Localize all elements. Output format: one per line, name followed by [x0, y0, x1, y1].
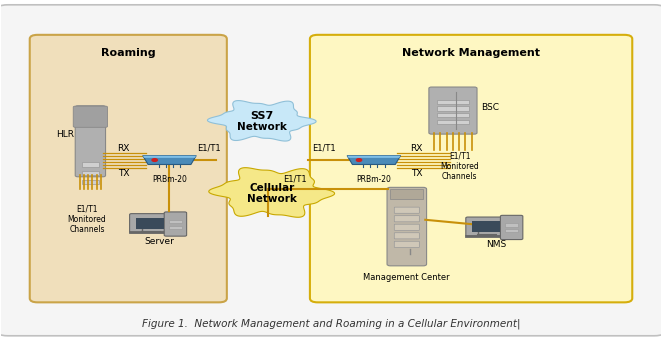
FancyBboxPatch shape	[130, 214, 170, 233]
Text: NMS: NMS	[486, 240, 506, 249]
Text: PRBm-20: PRBm-20	[152, 175, 187, 184]
Text: E1/T1: E1/T1	[312, 143, 336, 152]
Polygon shape	[347, 155, 401, 158]
Text: Cellular: Cellular	[249, 183, 295, 193]
Text: Server: Server	[145, 237, 175, 246]
Polygon shape	[207, 100, 316, 141]
FancyBboxPatch shape	[437, 100, 469, 104]
Text: RX: RX	[410, 143, 423, 153]
Text: Network Management: Network Management	[402, 47, 540, 57]
FancyBboxPatch shape	[75, 106, 105, 177]
Circle shape	[356, 159, 361, 161]
FancyBboxPatch shape	[466, 217, 506, 236]
FancyBboxPatch shape	[437, 113, 469, 117]
Text: E1/T1
Monitored
Channels: E1/T1 Monitored Channels	[68, 204, 107, 234]
FancyBboxPatch shape	[429, 87, 477, 134]
Text: SS7: SS7	[250, 111, 273, 121]
Text: BSC: BSC	[481, 103, 498, 112]
FancyBboxPatch shape	[82, 180, 99, 184]
FancyBboxPatch shape	[472, 222, 500, 233]
FancyBboxPatch shape	[30, 35, 227, 302]
FancyBboxPatch shape	[437, 120, 469, 124]
FancyBboxPatch shape	[164, 212, 187, 236]
FancyBboxPatch shape	[82, 162, 99, 167]
FancyBboxPatch shape	[505, 229, 518, 233]
Text: PRBm-20: PRBm-20	[356, 175, 391, 184]
FancyBboxPatch shape	[505, 223, 518, 227]
FancyBboxPatch shape	[395, 207, 419, 213]
Text: Network: Network	[247, 194, 297, 204]
Text: RX: RX	[117, 143, 130, 153]
Polygon shape	[347, 155, 401, 164]
FancyBboxPatch shape	[73, 106, 107, 127]
FancyBboxPatch shape	[395, 233, 419, 239]
FancyBboxPatch shape	[395, 241, 419, 247]
FancyBboxPatch shape	[500, 215, 523, 239]
Circle shape	[152, 159, 158, 161]
Text: TX: TX	[411, 169, 422, 178]
Text: Network: Network	[237, 122, 287, 132]
Text: E1/T1
Monitored
Channels: E1/T1 Monitored Channels	[440, 151, 479, 181]
FancyBboxPatch shape	[395, 216, 419, 222]
FancyBboxPatch shape	[391, 189, 423, 199]
FancyBboxPatch shape	[169, 220, 182, 223]
FancyBboxPatch shape	[82, 171, 99, 175]
Text: Management Center: Management Center	[363, 273, 450, 282]
Text: Roaming: Roaming	[101, 47, 156, 57]
Polygon shape	[209, 168, 334, 217]
FancyBboxPatch shape	[136, 218, 164, 229]
Text: E1/T1: E1/T1	[283, 175, 307, 184]
FancyBboxPatch shape	[387, 187, 426, 266]
Polygon shape	[143, 155, 196, 164]
FancyBboxPatch shape	[395, 224, 419, 230]
Polygon shape	[143, 155, 196, 158]
Text: TX: TX	[118, 169, 129, 178]
Text: E1/T1: E1/T1	[197, 143, 221, 152]
FancyBboxPatch shape	[310, 35, 632, 302]
FancyBboxPatch shape	[0, 5, 662, 336]
FancyBboxPatch shape	[437, 107, 469, 110]
FancyBboxPatch shape	[169, 226, 182, 229]
Text: HLR: HLR	[56, 130, 74, 139]
Text: Figure 1.  Network Management and Roaming in a Cellular Environment|: Figure 1. Network Management and Roaming…	[142, 319, 520, 329]
